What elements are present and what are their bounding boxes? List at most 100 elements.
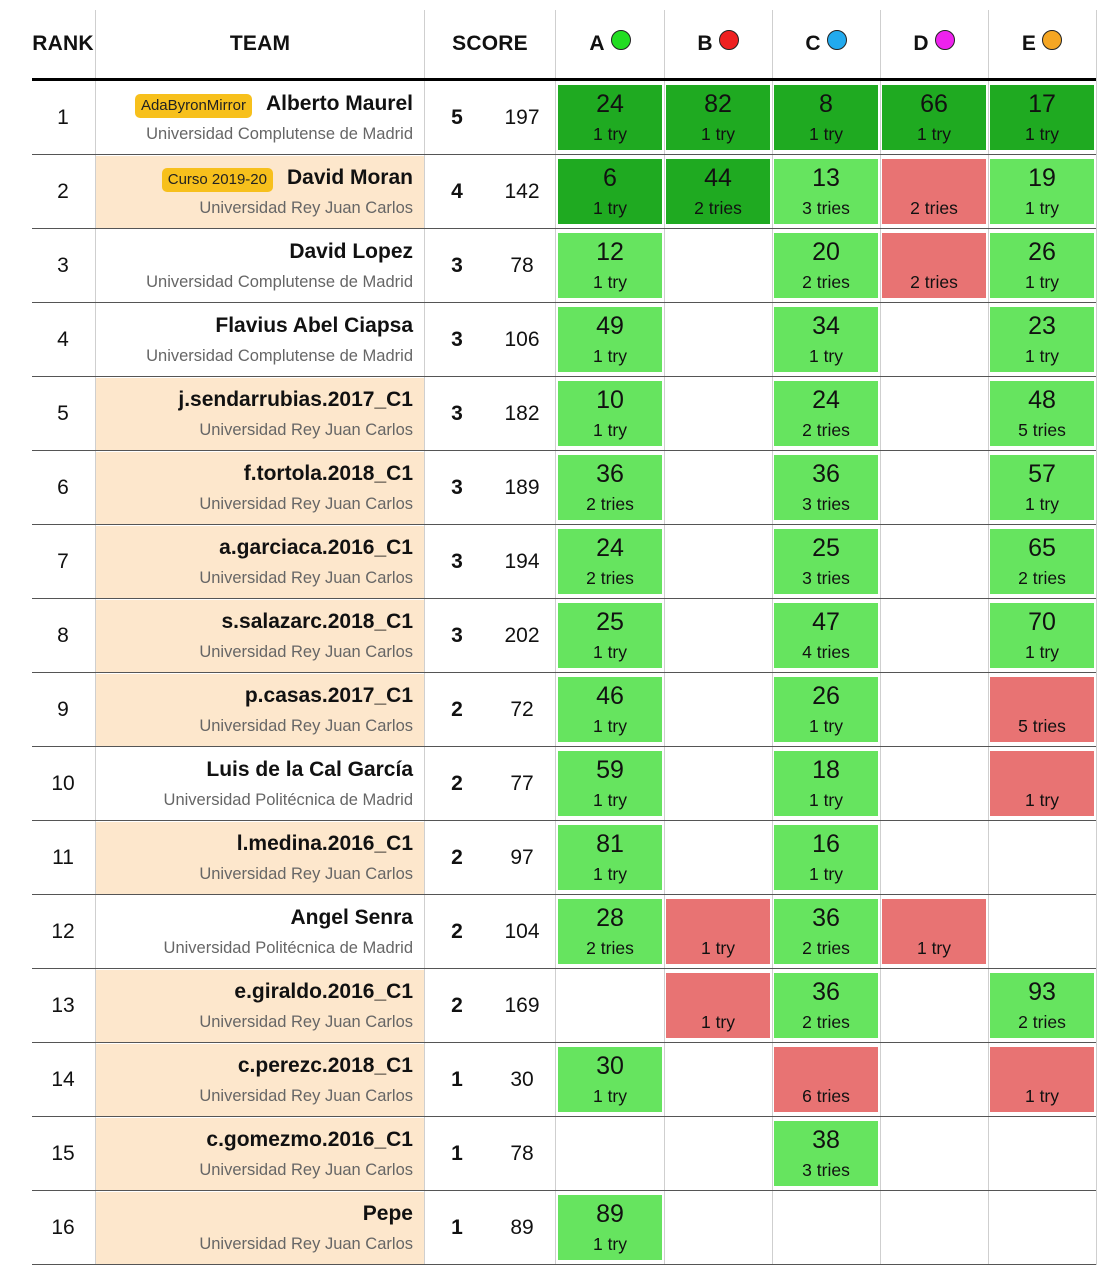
team-name[interactable]: a.garciaca.2016_C1	[219, 536, 413, 559]
team-name[interactable]: David Moran	[286, 166, 413, 189]
table-row[interactable]: 4 Flavius Abel Ciapsa Universidad Complute…	[0, 303, 1115, 377]
team-name[interactable]: Angel Senra	[290, 906, 413, 929]
header-problem-e[interactable]: E	[988, 10, 1096, 78]
problem-cell-d[interactable]: 1 try	[882, 899, 986, 964]
table-row[interactable]: 5 j.sendarrubias.2017_C1 Universidad Rey J…	[0, 377, 1115, 451]
table-row[interactable]: 2 David Moran Universidad Rey Juan Carlos C…	[0, 155, 1115, 229]
header-problem-d[interactable]: D	[880, 10, 988, 78]
problem-cell-e[interactable]: 19 1 try	[990, 159, 1094, 224]
header-problem-c[interactable]: C	[772, 10, 880, 78]
problem-cell-b[interactable]: 1 try	[666, 973, 770, 1038]
team-cell[interactable]: p.casas.2017_C1 Universidad Rey Juan Carl…	[96, 674, 424, 746]
table-row[interactable]: 13 e.giraldo.2016_C1 Universidad Rey Juan …	[0, 969, 1115, 1043]
problem-cell-a[interactable]: 89 1 try	[558, 1195, 662, 1260]
team-cell[interactable]: Luis de la Cal García Universidad Politéc…	[96, 748, 424, 820]
problem-cell-c[interactable]: 16 1 try	[774, 825, 878, 890]
problem-cell-a[interactable]: 81 1 try	[558, 825, 662, 890]
header-score[interactable]: SCORE	[452, 32, 528, 55]
team-cell[interactable]: j.sendarrubias.2017_C1 Universidad Rey Ju…	[96, 378, 424, 450]
problem-cell-a[interactable]: 46 1 try	[558, 677, 662, 742]
problem-cell-c[interactable]: 47 4 tries	[774, 603, 878, 668]
problem-cell-a[interactable]: 24 1 try	[558, 85, 662, 150]
problem-cell-a[interactable]: 10 1 try	[558, 381, 662, 446]
problem-cell-a[interactable]: 6 1 try	[558, 159, 662, 224]
problem-cell-c[interactable]: 26 1 try	[774, 677, 878, 742]
table-row[interactable]: 1 Alberto Maurel Universidad Complutense d…	[0, 81, 1115, 155]
problem-cell-c[interactable]: 36 2 tries	[774, 973, 878, 1038]
team-cell[interactable]: c.perezc.2018_C1 Universidad Rey Juan Car…	[96, 1044, 424, 1116]
header-team[interactable]: TEAM	[229, 32, 291, 55]
group-badge[interactable]: AdaByronMirror	[134, 94, 252, 118]
table-row[interactable]: 9 p.casas.2017_C1 Universidad Rey Juan Car…	[0, 673, 1115, 747]
table-row[interactable]: 16 Pepe Universidad Rey Juan Carlos 1 89 89 1 …	[0, 1191, 1115, 1265]
problem-cell-a[interactable]: 12 1 try	[558, 233, 662, 298]
problem-cell-e[interactable]: 26 1 try	[990, 233, 1094, 298]
problem-cell-a[interactable]: 59 1 try	[558, 751, 662, 816]
problem-cell-c[interactable]: 34 1 try	[774, 307, 878, 372]
problem-cell-c[interactable]: 6 tries	[774, 1047, 878, 1112]
team-name[interactable]: Pepe	[362, 1202, 413, 1225]
table-row[interactable]: 8 s.salazarc.2018_C1 Universidad Rey Juan …	[0, 599, 1115, 673]
problem-cell-b[interactable]: 82 1 try	[666, 85, 770, 150]
team-name[interactable]: j.sendarrubias.2017_C1	[178, 388, 413, 411]
problem-cell-a[interactable]: 24 2 tries	[558, 529, 662, 594]
table-row[interactable]: 15 c.gomezmo.2016_C1 Universidad Rey Juan …	[0, 1117, 1115, 1191]
team-cell[interactable]: l.medina.2016_C1 Universidad Rey Juan Car…	[96, 822, 424, 894]
team-name[interactable]: p.casas.2017_C1	[244, 684, 413, 707]
problem-cell-d[interactable]: 2 tries	[882, 159, 986, 224]
team-cell[interactable]: Pepe Universidad Rey Juan Carlos	[96, 1192, 424, 1264]
team-cell[interactable]: s.salazarc.2018_C1 Universidad Rey Juan C…	[96, 600, 424, 672]
problem-cell-a[interactable]: 36 2 tries	[558, 455, 662, 520]
problem-cell-c[interactable]: 13 3 tries	[774, 159, 878, 224]
problem-cell-c[interactable]: 24 2 tries	[774, 381, 878, 446]
problem-cell-a[interactable]: 25 1 try	[558, 603, 662, 668]
table-row[interactable]: 6 f.tortola.2018_C1 Universidad Rey Juan C…	[0, 451, 1115, 525]
problem-cell-c[interactable]: 36 2 tries	[774, 899, 878, 964]
problem-cell-c[interactable]: 8 1 try	[774, 85, 878, 150]
team-cell[interactable]: a.garciaca.2016_C1 Universidad Rey Juan C…	[96, 526, 424, 598]
problem-cell-e[interactable]: 23 1 try	[990, 307, 1094, 372]
team-name[interactable]: s.salazarc.2018_C1	[221, 610, 414, 633]
problem-cell-a[interactable]: 49 1 try	[558, 307, 662, 372]
problem-cell-e[interactable]: 57 1 try	[990, 455, 1094, 520]
header-problem-a[interactable]: A	[556, 10, 664, 78]
problem-cell-b[interactable]: 1 try	[666, 899, 770, 964]
problem-cell-e[interactable]: 70 1 try	[990, 603, 1094, 668]
problem-cell-e[interactable]: 1 try	[990, 1047, 1094, 1112]
team-name[interactable]: c.perezc.2018_C1	[237, 1054, 413, 1077]
team-name[interactable]: Flavius Abel Ciapsa	[215, 314, 413, 337]
problem-cell-e[interactable]: 93 2 tries	[990, 973, 1094, 1038]
problem-cell-e[interactable]: 48 5 tries	[990, 381, 1094, 446]
table-row[interactable]: 14 c.perezc.2018_C1 Universidad Rey Juan C…	[0, 1043, 1115, 1117]
team-name[interactable]: l.medina.2016_C1	[236, 832, 413, 855]
problem-cell-c[interactable]: 38 3 tries	[774, 1121, 878, 1186]
team-name[interactable]: f.tortola.2018_C1	[243, 462, 413, 485]
team-cell[interactable]: f.tortola.2018_C1 Universidad Rey Juan Ca…	[96, 452, 424, 524]
team-name[interactable]: Luis de la Cal García	[206, 758, 413, 781]
group-badge[interactable]: Curso 2019-20	[161, 168, 273, 192]
problem-cell-d[interactable]: 2 tries	[882, 233, 986, 298]
problem-cell-e[interactable]: 65 2 tries	[990, 529, 1094, 594]
team-cell[interactable]: Angel Senra Universidad Politécnica de Ma…	[96, 896, 424, 968]
problem-cell-c[interactable]: 20 2 tries	[774, 233, 878, 298]
team-name[interactable]: David Lopez	[289, 240, 413, 263]
problem-cell-a[interactable]: 30 1 try	[558, 1047, 662, 1112]
table-row[interactable]: 11 l.medina.2016_C1 Universidad Rey Juan C…	[0, 821, 1115, 895]
problem-cell-c[interactable]: 25 3 tries	[774, 529, 878, 594]
table-row[interactable]: 3 David Lopez Universidad Complutense de M…	[0, 229, 1115, 303]
problem-cell-d[interactable]: 66 1 try	[882, 85, 986, 150]
problem-cell-c[interactable]: 36 3 tries	[774, 455, 878, 520]
team-cell[interactable]: c.gomezmo.2016_C1 Universidad Rey Juan Ca…	[96, 1118, 424, 1190]
team-name[interactable]: e.giraldo.2016_C1	[234, 980, 413, 1003]
team-name[interactable]: Alberto Maurel	[265, 92, 413, 115]
table-row[interactable]: 7 a.garciaca.2016_C1 Universidad Rey Juan …	[0, 525, 1115, 599]
problem-cell-e[interactable]: 1 try	[990, 751, 1094, 816]
problem-cell-a[interactable]: 28 2 tries	[558, 899, 662, 964]
header-problem-b[interactable]: B	[664, 10, 772, 78]
problem-cell-c[interactable]: 18 1 try	[774, 751, 878, 816]
team-name[interactable]: c.gomezmo.2016_C1	[206, 1128, 413, 1151]
header-rank[interactable]: RANK	[32, 32, 94, 55]
table-row[interactable]: 10 Luis de la Cal García Universidad Polit…	[0, 747, 1115, 821]
problem-cell-e[interactable]: 17 1 try	[990, 85, 1094, 150]
problem-cell-e[interactable]: 5 tries	[990, 677, 1094, 742]
